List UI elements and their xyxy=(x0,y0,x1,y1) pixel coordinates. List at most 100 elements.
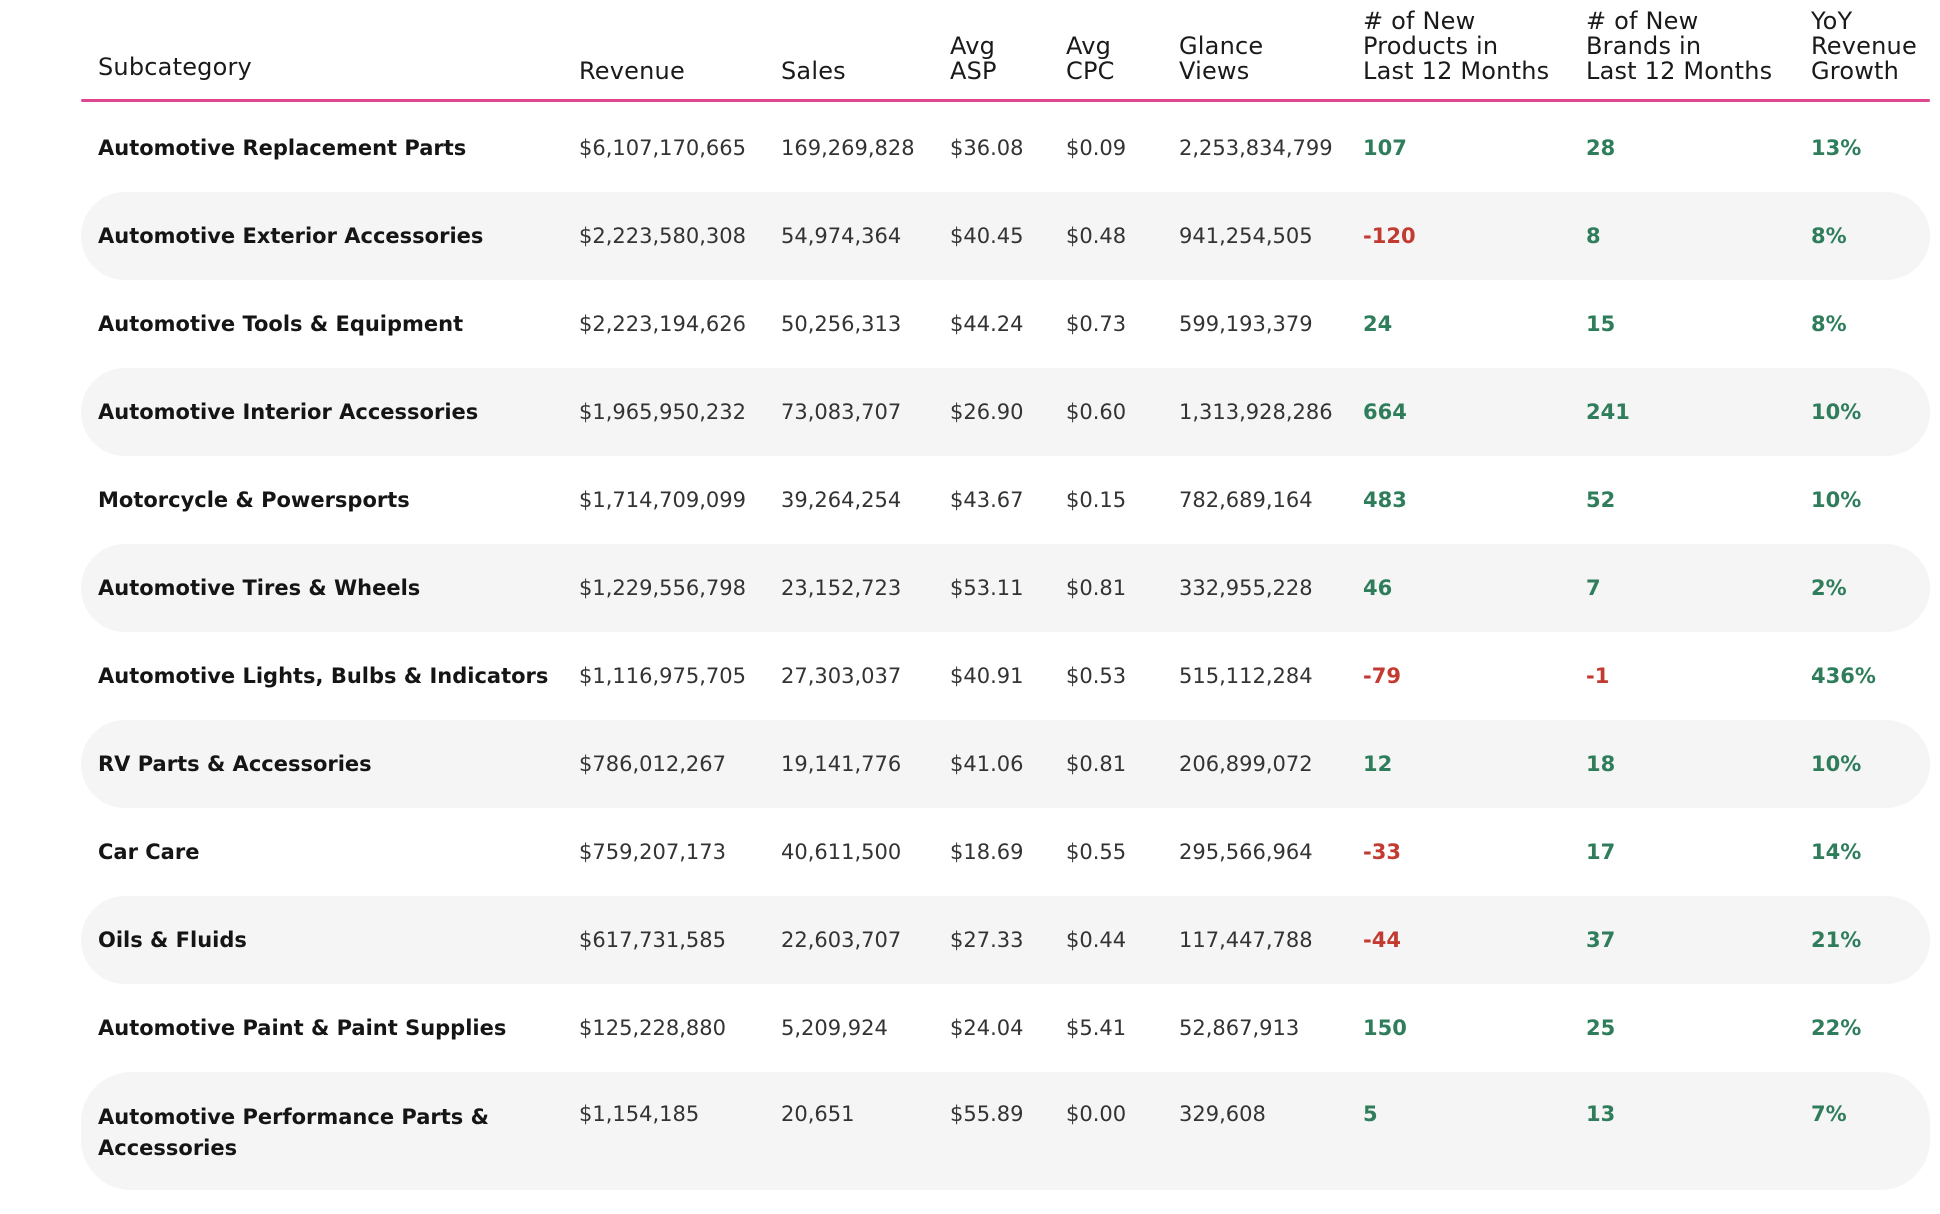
cell-new-brands: 17 xyxy=(1586,840,1616,864)
cell-revenue: $2,223,194,626 xyxy=(579,312,746,336)
cell-new-products: 664 xyxy=(1363,400,1407,424)
cell-subcategory: Automotive Exterior Accessories xyxy=(98,223,484,248)
cell-avg-asp: $27.33 xyxy=(950,928,1024,952)
cell-revenue: $1,154,185 xyxy=(579,1102,700,1126)
cell-new-products: 24 xyxy=(1363,312,1393,336)
header-avg-cpc: Avg CPC xyxy=(1066,32,1115,85)
cell-subcategory: Oils & Fluids xyxy=(98,927,247,952)
header-new-products: # of New Products in Last 12 Months xyxy=(1363,7,1550,85)
cell-glance-views: 206,899,072 xyxy=(1179,752,1313,776)
cell-glance-views: 332,955,228 xyxy=(1179,576,1313,600)
cell-sales: 169,269,828 xyxy=(781,136,915,160)
cell-avg-asp: $18.69 xyxy=(950,840,1024,864)
cell-subcategory: Car Care xyxy=(98,839,200,864)
cell-new-products: 483 xyxy=(1363,488,1407,512)
cell-yoy-growth: 22% xyxy=(1811,1016,1862,1040)
cell-avg-cpc: $0.15 xyxy=(1066,488,1127,512)
cell-yoy-growth: 13% xyxy=(1811,136,1862,160)
header-new-brands: # of New Brands in Last 12 Months xyxy=(1586,7,1773,85)
table-row: Automotive Exterior Accessories $2,223,58… xyxy=(81,192,1930,280)
cell-sales: 54,974,364 xyxy=(781,224,902,248)
cell-revenue: $1,116,975,705 xyxy=(579,664,746,688)
header-revenue: Revenue xyxy=(579,57,685,85)
cell-avg-cpc: $0.81 xyxy=(1066,752,1127,776)
cell-sales: 27,303,037 xyxy=(781,664,902,688)
header-glance-views: Glance Views xyxy=(1179,32,1264,85)
cell-revenue: $617,731,585 xyxy=(579,928,726,952)
cell-yoy-growth: 10% xyxy=(1811,752,1862,776)
table-row: Automotive Replacement Parts $6,107,170,6… xyxy=(81,104,1930,192)
cell-avg-asp: $41.06 xyxy=(950,752,1024,776)
cell-sales: 20,651 xyxy=(781,1102,855,1126)
cell-yoy-growth: 21% xyxy=(1811,928,1862,952)
cell-avg-asp: $24.04 xyxy=(950,1016,1024,1040)
header-yoy-growth: YoY Revenue Growth xyxy=(1811,7,1917,85)
cell-new-products: -33 xyxy=(1363,840,1401,864)
cell-avg-asp: $36.08 xyxy=(950,136,1024,160)
cell-glance-views: 515,112,284 xyxy=(1179,664,1313,688)
subcategory-table: Subcategory Revenue Sales Avg ASP Avg CP… xyxy=(81,0,1930,1190)
cell-glance-views: 117,447,788 xyxy=(1179,928,1313,952)
cell-new-products: -44 xyxy=(1363,928,1401,952)
cell-subcategory: Motorcycle & Powersports xyxy=(98,487,410,512)
cell-avg-asp: $44.24 xyxy=(950,312,1024,336)
cell-new-brands: 241 xyxy=(1586,400,1630,424)
cell-new-brands: -1 xyxy=(1586,664,1610,688)
cell-sales: 50,256,313 xyxy=(781,312,902,336)
cell-revenue: $759,207,173 xyxy=(579,840,726,864)
cell-glance-views: 329,608 xyxy=(1179,1102,1266,1126)
cell-glance-views: 52,867,913 xyxy=(1179,1016,1300,1040)
cell-yoy-growth: 10% xyxy=(1811,400,1862,424)
cell-avg-asp: $53.11 xyxy=(950,576,1024,600)
cell-revenue: $1,714,709,099 xyxy=(579,488,746,512)
header-subcategory: Subcategory xyxy=(98,53,252,81)
cell-avg-cpc: $0.48 xyxy=(1066,224,1127,248)
cell-sales: 19,141,776 xyxy=(781,752,902,776)
cell-glance-views: 599,193,379 xyxy=(1179,312,1313,336)
cell-yoy-growth: 2% xyxy=(1811,576,1847,600)
cell-sales: 39,264,254 xyxy=(781,488,902,512)
cell-new-products: -120 xyxy=(1363,224,1416,248)
cell-yoy-growth: 10% xyxy=(1811,488,1862,512)
cell-new-brands: 7 xyxy=(1586,576,1601,600)
cell-subcategory: Automotive Paint & Paint Supplies xyxy=(98,1015,507,1040)
cell-subcategory: Automotive Tools & Equipment xyxy=(98,311,464,336)
cell-avg-cpc: $0.44 xyxy=(1066,928,1127,952)
cell-avg-cpc: $0.73 xyxy=(1066,312,1127,336)
cell-glance-views: 782,689,164 xyxy=(1179,488,1313,512)
table-row: Motorcycle & Powersports $1,714,709,099 39… xyxy=(81,456,1930,544)
cell-avg-cpc: $0.81 xyxy=(1066,576,1127,600)
cell-new-brands: 18 xyxy=(1586,752,1616,776)
cell-subcategory: Automotive Tires & Wheels xyxy=(98,575,421,600)
cell-glance-views: 2,253,834,799 xyxy=(1179,136,1333,160)
cell-avg-cpc: $0.53 xyxy=(1066,664,1127,688)
cell-sales: 22,603,707 xyxy=(781,928,902,952)
cell-subcategory: RV Parts & Accessories xyxy=(98,751,372,776)
table-row: Automotive Interior Accessories $1,965,95… xyxy=(81,368,1930,456)
table-header: Subcategory Revenue Sales Avg ASP Avg CP… xyxy=(81,0,1930,102)
cell-revenue: $1,229,556,798 xyxy=(579,576,746,600)
cell-new-products: -79 xyxy=(1363,664,1401,688)
cell-yoy-growth: 8% xyxy=(1811,224,1847,248)
cell-subcategory: Automotive Interior Accessories xyxy=(98,399,479,424)
cell-glance-views: 1,313,928,286 xyxy=(1179,400,1333,424)
cell-subcategory: Automotive Replacement Parts xyxy=(98,135,467,160)
table-row: Automotive Tires & Wheels $1,229,556,798 2… xyxy=(81,544,1930,632)
cell-sales: 23,152,723 xyxy=(781,576,902,600)
cell-new-products: 12 xyxy=(1363,752,1393,776)
cell-avg-asp: $43.67 xyxy=(950,488,1024,512)
cell-new-brands: 28 xyxy=(1586,136,1616,160)
cell-revenue: $125,228,880 xyxy=(579,1016,726,1040)
table-row: Automotive Paint & Paint Supplies $125,22… xyxy=(81,984,1930,1072)
table-row: Oils & Fluids $617,731,585 22,603,707 $27.3… xyxy=(81,896,1930,984)
cell-yoy-growth: 14% xyxy=(1811,840,1862,864)
header-sales: Sales xyxy=(781,57,846,85)
cell-new-products: 150 xyxy=(1363,1016,1407,1040)
cell-avg-asp: $40.45 xyxy=(950,224,1024,248)
cell-new-brands: 25 xyxy=(1586,1016,1616,1040)
cell-yoy-growth: 8% xyxy=(1811,312,1847,336)
cell-avg-cpc: $0.55 xyxy=(1066,840,1127,864)
cell-glance-views: 941,254,505 xyxy=(1179,224,1313,248)
table-body: Automotive Replacement Parts $6,107,170,6… xyxy=(81,104,1930,1190)
cell-revenue: $6,107,170,665 xyxy=(579,136,746,160)
